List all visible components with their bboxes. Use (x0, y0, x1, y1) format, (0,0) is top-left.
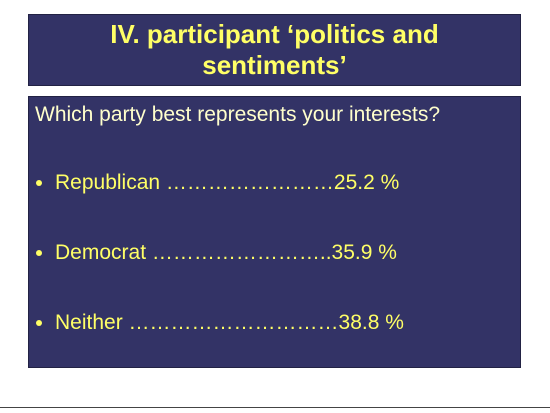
bottom-rule (0, 407, 550, 408)
slide-title: IV. participant ‘politics and sentiments… (110, 19, 439, 80)
list-item: Neither …………………………38.8 % (55, 311, 404, 381)
list-item: Democrat ……………………..35.9 % (55, 241, 404, 311)
title-box: IV. participant ‘politics and sentiments… (28, 14, 521, 86)
body-box: Which party best represents your interes… (28, 96, 521, 368)
item-list: Republican ……………………25.2 % Democrat ……………… (29, 171, 404, 381)
question: Which party best represents your interes… (35, 103, 441, 126)
list-item: Republican ……………………25.2 % (55, 171, 404, 241)
